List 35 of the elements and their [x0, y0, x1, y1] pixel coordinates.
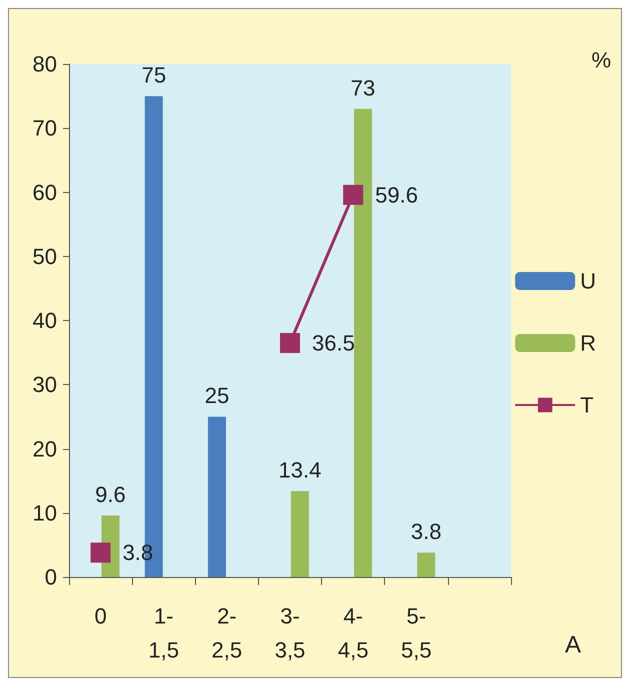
bar: [290, 491, 309, 577]
x-tick-label: 4- 4,5: [338, 604, 368, 662]
y-tick-label: 10: [32, 500, 57, 526]
data-label: 75: [142, 62, 166, 88]
x-tick-label: 1- 1,5: [148, 604, 180, 662]
x-tick-label: 5- 5,5: [400, 604, 432, 662]
data-label: 3.8: [410, 519, 442, 544]
y-tick-label: 60: [32, 180, 57, 205]
point: [280, 332, 300, 353]
y-tick-label: 70: [32, 116, 57, 141]
bar: [208, 416, 226, 577]
y-tick-label: 0: [44, 564, 57, 590]
x-tick-label: 0: [94, 604, 107, 628]
bar: [417, 552, 436, 577]
point: [90, 542, 111, 563]
bar: [354, 108, 372, 577]
point: [343, 184, 364, 205]
data-label: 25: [204, 383, 230, 408]
legend-label: R: [580, 330, 596, 356]
data-label: 9.6: [95, 482, 126, 507]
legend-label: T: [580, 392, 594, 418]
y-axis-title: %: [591, 48, 611, 72]
x-axis-title: A: [564, 632, 582, 658]
y-tick-label: 40: [32, 308, 57, 333]
y-tick-label: 80: [32, 52, 57, 76]
y-tick-label: 30: [32, 372, 57, 398]
data-label: 13.4: [278, 458, 322, 483]
y-tick-label: 20: [32, 436, 57, 462]
data-label: 73: [350, 75, 376, 100]
data-label: 59.6: [375, 182, 418, 208]
legend-label: U: [580, 268, 596, 294]
data-label: 36.5: [312, 330, 355, 356]
y-tick-label: 50: [32, 244, 57, 269]
x-tick-label: 2- 2,5: [212, 604, 242, 662]
x-tick-label: 3- 3,5: [274, 604, 306, 662]
